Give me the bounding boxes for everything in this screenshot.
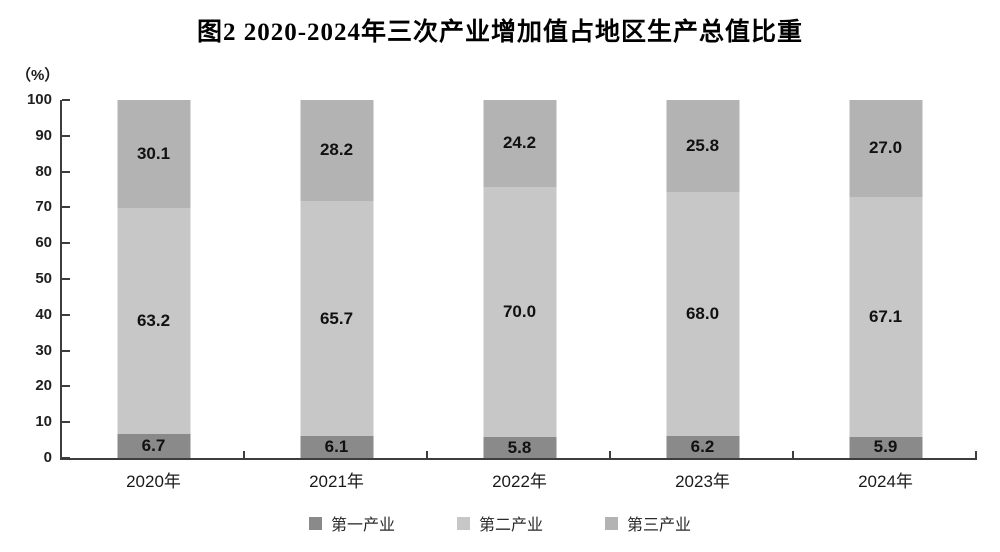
- bar-segment-series1: 6.2: [666, 435, 739, 458]
- plot-area: 0 10 20 30 40 50 60 70 80 90 100 6.7 63.2 30.1 2020年 6.…: [27, 91, 977, 491]
- y-axis-tick: [62, 170, 70, 173]
- y-axis-tick-label: 20: [35, 377, 52, 395]
- bar-2022年: 5.8 70.0 24.2: [483, 100, 556, 458]
- segment-value-label: 63.2: [136, 310, 171, 330]
- y-axis-tick: [62, 385, 70, 388]
- x-axis-tick: [975, 451, 977, 458]
- segment-value-label: 68.0: [685, 304, 720, 324]
- category-slot: 6.7 63.2 30.1: [62, 100, 245, 458]
- x-axis-tick: [426, 451, 428, 458]
- bar-segment-series1: 6.1: [300, 436, 373, 458]
- bar-segment-series2: 67.1: [849, 196, 922, 437]
- y-axis-tick: [62, 242, 70, 245]
- bar-segment-series3: 30.1: [117, 100, 190, 208]
- segment-value-label: 28.2: [319, 140, 354, 160]
- legend-label: 第二产业: [478, 517, 543, 534]
- bar-2020年: 6.7 63.2 30.1: [117, 100, 190, 458]
- x-axis-tick: [609, 451, 611, 458]
- y-axis-tick: [62, 278, 70, 280]
- y-axis-tick-label: 90: [35, 126, 52, 144]
- legend-label: 第一产业: [330, 517, 395, 534]
- x-axis-tick: [792, 451, 794, 458]
- y-axis-tick-label: 10: [35, 413, 52, 431]
- segment-value-label: 30.1: [136, 143, 171, 163]
- category-slot: 5.9 67.1 27.0: [794, 100, 977, 458]
- legend-item-series2: 第二产业: [456, 511, 543, 535]
- legend-swatch-icon: [605, 516, 618, 530]
- x-axis-category-label: 2020年: [126, 472, 181, 491]
- legend-item-series1: 第一产业: [308, 511, 395, 535]
- bar-segment-series2: 65.7: [300, 200, 373, 437]
- segment-value-label: 6.2: [690, 436, 715, 456]
- segment-value-label: 65.7: [319, 308, 354, 328]
- bar-segment-series3: 25.8: [666, 100, 739, 193]
- bar-segment-series3: 27.0: [849, 100, 922, 197]
- y-axis-tick-label: 50: [35, 270, 52, 287]
- x-axis-category-label: 2024年: [858, 472, 913, 491]
- bar-segment-series1: 5.9: [849, 436, 922, 458]
- x-axis-category-label: 2023年: [675, 472, 730, 491]
- bar-segment-series2: 68.0: [666, 192, 739, 436]
- segment-value-label: 24.2: [502, 133, 537, 153]
- segment-value-label: 5.8: [507, 437, 532, 457]
- y-axis-tick-label: 0: [43, 449, 52, 466]
- bar-segment-series3: 24.2: [483, 100, 556, 187]
- category-slot: 6.1 65.7 28.2: [245, 100, 428, 458]
- bar-2024年: 5.9 67.1 27.0: [849, 100, 922, 458]
- y-axis-tick: [62, 313, 70, 316]
- bar-segment-series2: 63.2: [117, 207, 190, 435]
- segment-value-label: 6.7: [141, 436, 166, 455]
- category-slot: 5.8 70.0 24.2: [428, 100, 611, 458]
- y-axis-tick: [62, 134, 70, 137]
- bar-segment-series2: 70.0: [483, 186, 556, 438]
- bar-segment-series3: 28.2: [300, 100, 373, 201]
- bar-2021年: 6.1 65.7 28.2: [300, 100, 373, 458]
- x-axis-category-label: 2021年: [309, 472, 364, 491]
- y-axis-tick-label: 70: [35, 198, 52, 216]
- segment-value-label: 6.1: [324, 437, 349, 457]
- y-axis-tick-label: 40: [35, 305, 52, 323]
- bar-segment-series1: 6.7: [117, 434, 190, 458]
- bar-2023年: 6.2 68.0 25.8: [666, 100, 739, 458]
- segment-value-label: 27.0: [868, 138, 903, 158]
- y-axis-tick: [62, 99, 70, 101]
- segment-value-label: 5.9: [873, 437, 898, 457]
- segment-value-label: 25.8: [685, 136, 720, 156]
- y-axis-tick-label: 100: [26, 91, 52, 108]
- x-axis-category-label: 2022年: [492, 472, 547, 491]
- segment-value-label: 70.0: [502, 301, 537, 321]
- y-axis-tick-label: 30: [35, 341, 52, 359]
- y-axis-tick: [62, 206, 70, 209]
- legend-swatch-icon: [308, 516, 322, 530]
- y-axis-tick-label: 60: [35, 234, 52, 252]
- x-axis-tick: [243, 451, 245, 458]
- y-axis-tick: [62, 349, 70, 352]
- chart-title: 图2 2020-2024年三次产业增加值占地区生产总值比重: [196, 19, 804, 46]
- y-axis-unit-label: （%）: [16, 67, 60, 84]
- y-axis-tick-label: 80: [35, 162, 52, 180]
- bar-segment-series1: 5.8: [483, 437, 556, 458]
- legend-item-series3: 第三产业: [605, 511, 691, 535]
- legend-label: 第三产业: [627, 517, 692, 534]
- y-axis-tick: [62, 421, 70, 424]
- segment-value-label: 67.1: [868, 306, 903, 326]
- category-slot: 6.2 68.0 25.8: [611, 100, 794, 458]
- legend-swatch-icon: [456, 516, 470, 530]
- legend: 第一产业 第二产业 第三产业: [0, 511, 1000, 535]
- y-axis-tick: [62, 457, 70, 459]
